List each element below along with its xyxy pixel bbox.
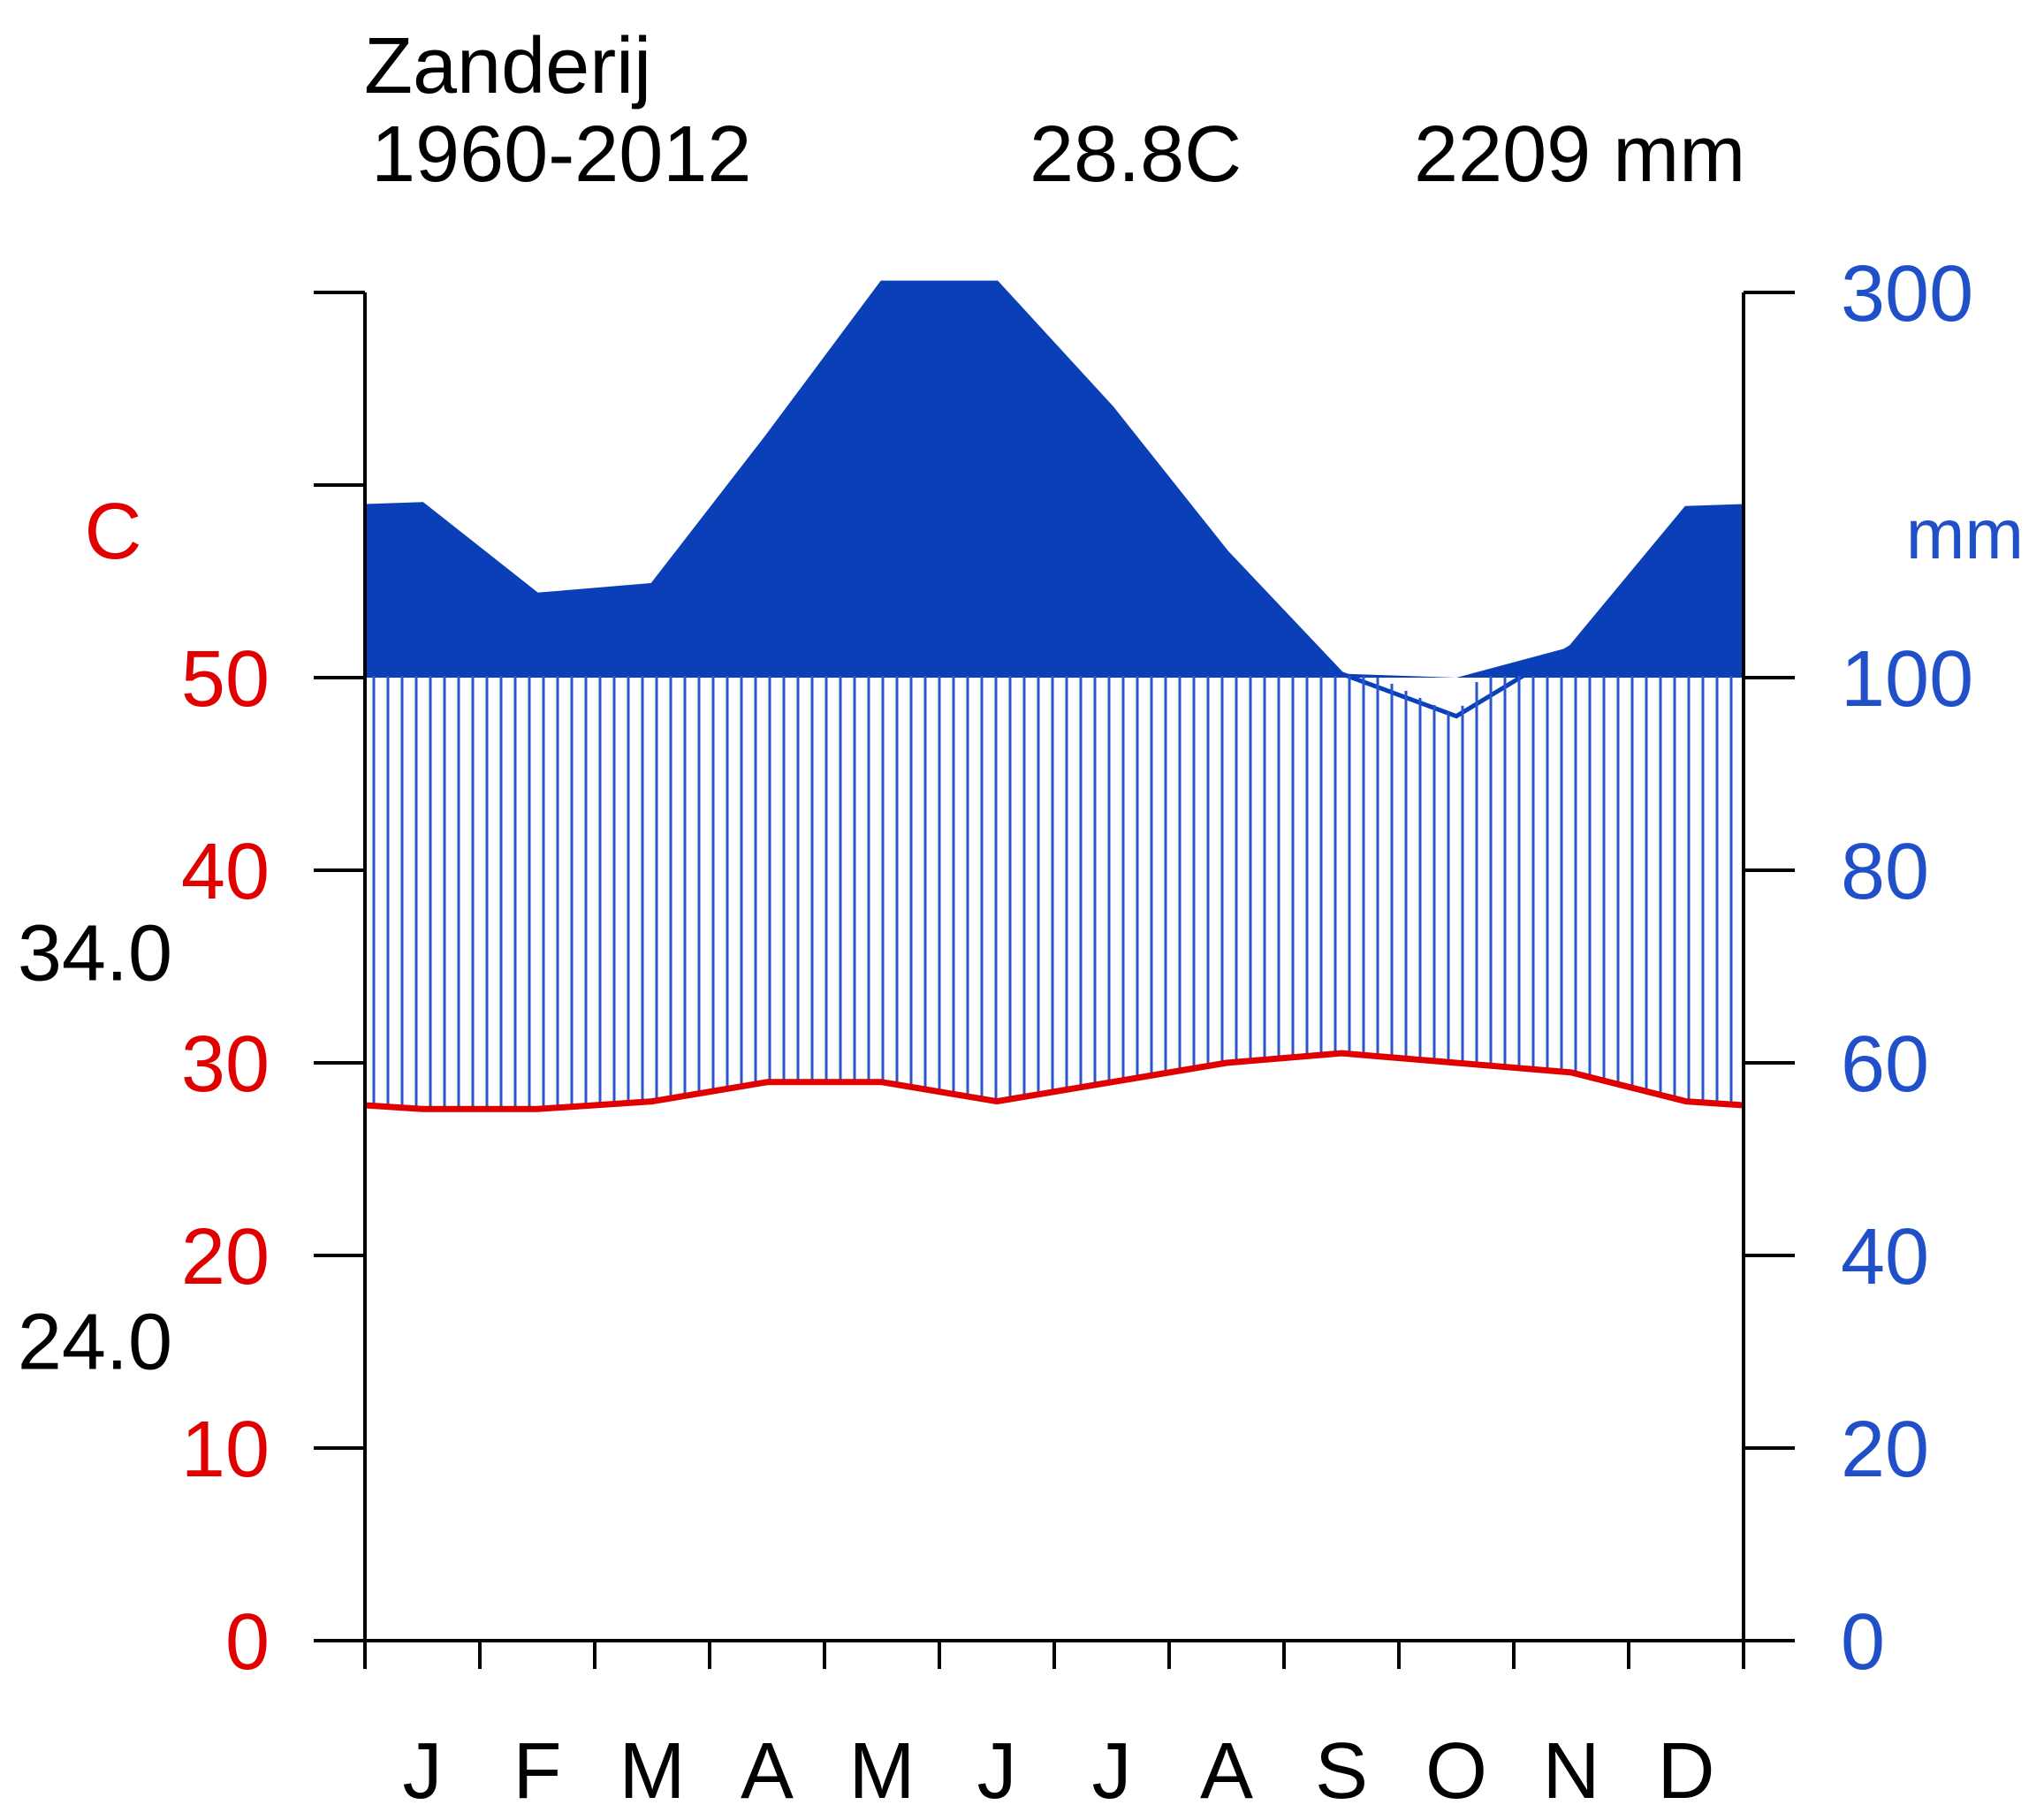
month-label: J xyxy=(977,1727,1017,1816)
temp-tick-label: 0 xyxy=(225,1598,270,1687)
mean-temperature-label: 28.8C xyxy=(1030,110,1242,199)
temp-tick-label: 50 xyxy=(181,635,270,724)
temp-unit-label: C xyxy=(85,488,142,576)
precip-tick-label: 100 xyxy=(1841,635,1973,724)
month-label: D xyxy=(1658,1727,1715,1816)
temp-tick-label: 20 xyxy=(181,1213,270,1301)
temp-tick-label: 30 xyxy=(181,1020,270,1109)
precipitation-line xyxy=(365,280,1744,719)
temp-tick-label: 10 xyxy=(181,1406,270,1494)
precip-tick-label: 20 xyxy=(1841,1406,1929,1494)
precipitation-surplus-area xyxy=(365,283,1744,678)
max-temp-label: 34.0 xyxy=(18,909,172,997)
month-label: O xyxy=(1425,1727,1487,1816)
annual-precipitation-label: 2209 mm xyxy=(1414,110,1746,199)
month-label: A xyxy=(741,1727,794,1816)
month-label: J xyxy=(1092,1727,1132,1816)
station-name: Zanderij xyxy=(364,22,652,110)
temp-tick-label: 40 xyxy=(181,828,270,916)
month-label: F xyxy=(513,1727,562,1816)
month-label: M xyxy=(619,1727,686,1816)
precip-tick-label: 80 xyxy=(1841,828,1929,916)
precip-tick-label: 300 xyxy=(1841,250,1973,338)
precip-tick-label: 0 xyxy=(1841,1598,1885,1687)
month-label: S xyxy=(1315,1727,1368,1816)
precip-unit-label: mm xyxy=(1906,495,2024,573)
period-label: 1960-2012 xyxy=(371,110,752,199)
min-temp-label: 24.0 xyxy=(18,1299,172,1387)
month-label: A xyxy=(1200,1727,1253,1816)
precip-tick-label: 40 xyxy=(1841,1213,1929,1301)
temperature-line xyxy=(364,1050,1744,1112)
month-label: J xyxy=(403,1727,443,1816)
month-label: N xyxy=(1543,1727,1600,1816)
month-label: M xyxy=(849,1727,916,1816)
precip-tick-label: 60 xyxy=(1841,1020,1929,1109)
